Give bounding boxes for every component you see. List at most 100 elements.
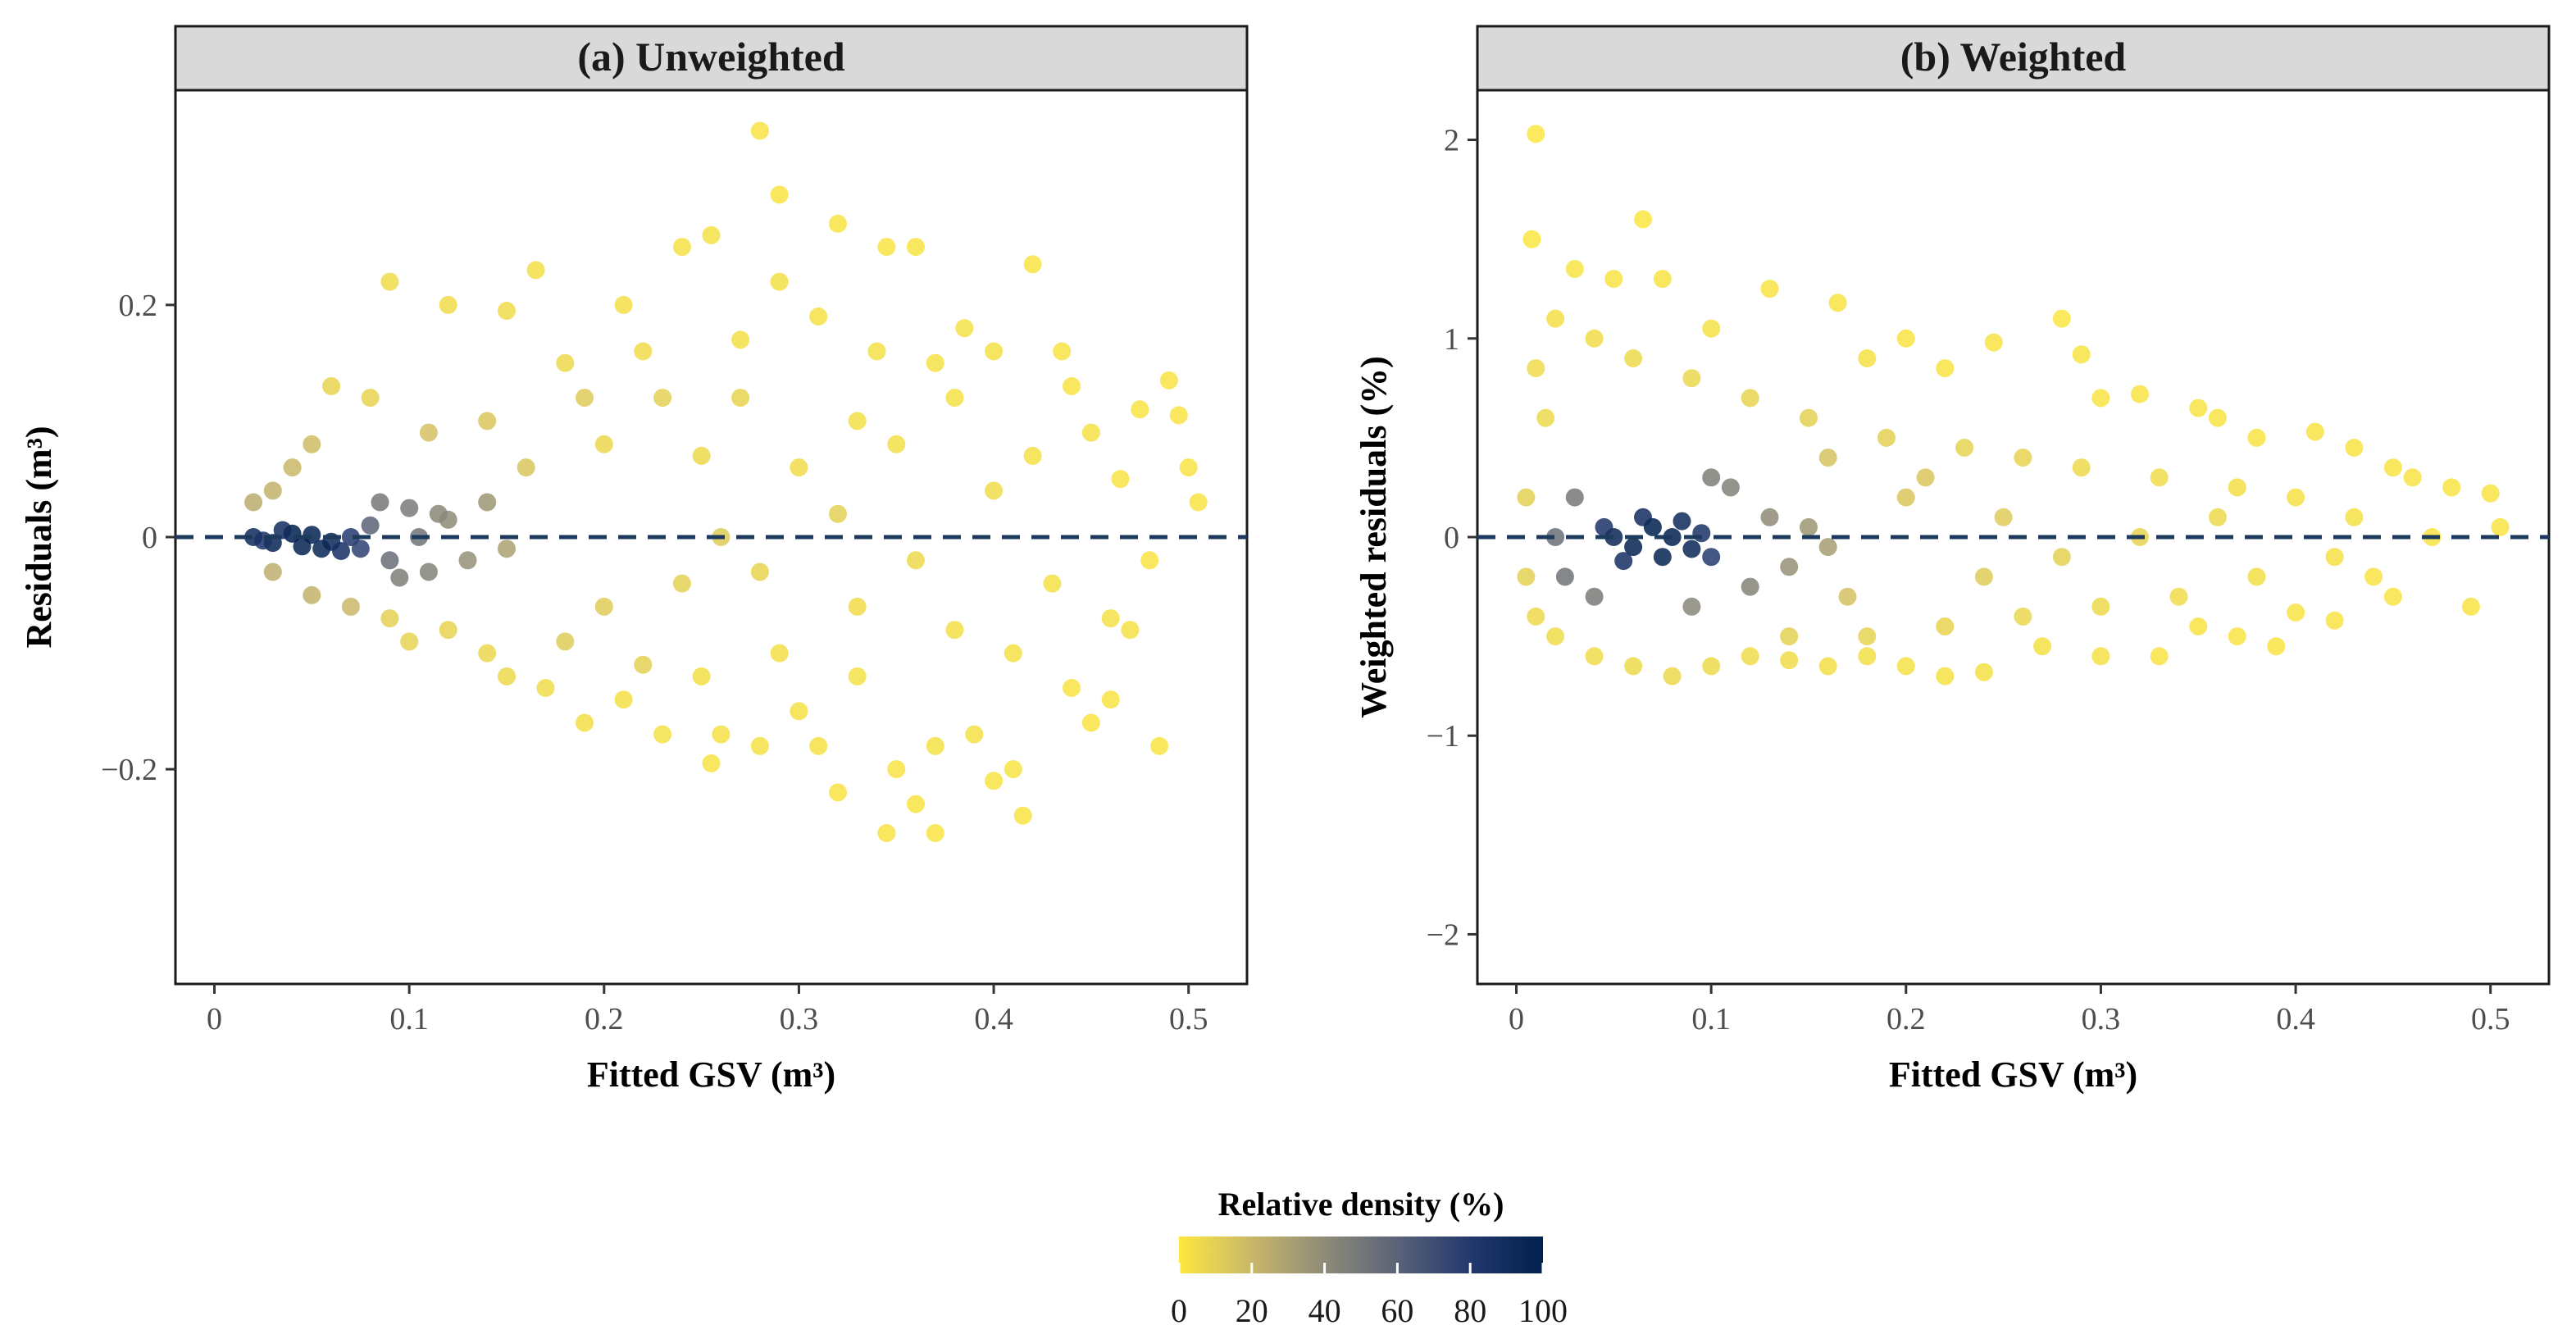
data-point <box>1653 548 1672 567</box>
data-point <box>2383 458 2402 477</box>
data-point <box>672 238 691 257</box>
data-point <box>614 295 633 314</box>
data-point <box>829 214 847 233</box>
data-point <box>1936 359 1955 378</box>
data-point <box>2150 647 2169 666</box>
data-point <box>594 597 613 616</box>
data-point <box>1004 644 1022 663</box>
data-point <box>1955 439 1974 457</box>
data-point <box>2461 597 2480 616</box>
data-point <box>1604 270 1623 289</box>
data-point <box>1101 609 1120 628</box>
data-point <box>478 493 497 512</box>
data-point <box>985 481 1004 500</box>
data-point <box>1081 713 1100 732</box>
y-axis-weighted: −2 −1 0 1 2 <box>1427 124 1477 952</box>
data-point <box>1004 760 1022 779</box>
data-point <box>498 302 516 320</box>
data-point <box>1546 627 1565 646</box>
data-point <box>517 458 535 477</box>
data-point <box>332 542 350 560</box>
data-point <box>351 540 370 558</box>
data-point <box>1702 657 1721 676</box>
x-tick-label: 0.1 <box>389 1002 429 1036</box>
data-point <box>926 736 944 755</box>
x-tick-label: 0.4 <box>974 1002 1013 1036</box>
data-point <box>1595 517 1613 536</box>
legend-title: Relative density (%) <box>1218 1186 1504 1223</box>
data-point <box>1896 329 1915 348</box>
data-point <box>2169 587 2188 606</box>
data-point <box>867 342 886 361</box>
data-point <box>2442 478 2461 497</box>
data-point <box>926 824 944 842</box>
x-tick-label: 0.2 <box>585 1002 624 1036</box>
data-point <box>1624 349 1643 367</box>
x-tick-label: 0 <box>207 1002 222 1036</box>
data-point <box>848 597 867 616</box>
data-point <box>1585 587 1604 606</box>
data-point <box>1663 667 1682 685</box>
data-point <box>887 760 906 779</box>
data-point <box>1522 230 1541 248</box>
data-point <box>945 389 964 408</box>
data-point <box>1140 551 1159 570</box>
y-tick-label: −1 <box>1427 719 1459 754</box>
data-point <box>1818 449 1837 467</box>
y-tick-label: 1 <box>1444 322 1459 357</box>
data-point <box>1858 647 1877 666</box>
data-point <box>526 261 545 280</box>
legend-ticks: 0 20 40 60 80 100 <box>1171 1263 1568 1329</box>
data-point <box>1858 627 1877 646</box>
data-point <box>1780 627 1799 646</box>
legend-tick-label: 0 <box>1171 1292 1187 1329</box>
data-point <box>955 319 974 338</box>
y-axis-title-unweighted: Residuals (m³) <box>19 426 59 648</box>
data-point <box>429 504 448 523</box>
data-point <box>2189 617 2208 635</box>
data-point <box>1527 359 1545 378</box>
data-point <box>1702 319 1721 338</box>
data-point <box>702 754 721 772</box>
data-point <box>303 585 321 604</box>
data-point <box>390 568 409 587</box>
data-point <box>1179 458 1198 477</box>
data-point <box>1624 657 1643 676</box>
data-point <box>1546 309 1565 328</box>
data-point <box>907 551 925 570</box>
data-point <box>1828 294 1847 312</box>
data-point <box>2014 607 2032 626</box>
data-point <box>498 540 516 558</box>
data-point <box>1838 587 1857 606</box>
data-point <box>1527 607 1545 626</box>
data-point <box>263 481 282 500</box>
data-point <box>1760 508 1779 526</box>
data-point <box>2150 468 2169 487</box>
data-point <box>594 435 613 453</box>
x-tick-label: 0.2 <box>1886 1002 1926 1036</box>
data-point <box>1555 567 1574 586</box>
data-point <box>478 644 497 663</box>
data-point <box>1013 806 1032 825</box>
data-point <box>907 238 925 257</box>
data-point <box>283 458 302 477</box>
legend: Relative density (%) 0 20 40 60 80 100 <box>1171 1186 1568 1329</box>
data-point <box>536 679 555 697</box>
panel-unweighted: (a) Unweighted 0 0.1 0.2 0.3 0.4 0.5 −0.2 0 0.2… <box>19 25 1249 1095</box>
data-point <box>2072 345 2091 364</box>
legend-tick-label: 100 <box>1518 1292 1568 1329</box>
data-point <box>371 493 389 512</box>
data-point <box>1169 406 1188 425</box>
data-point <box>2228 478 2246 497</box>
data-point <box>848 412 867 430</box>
data-point <box>770 185 789 204</box>
data-point <box>790 458 808 477</box>
data-point <box>303 435 321 453</box>
data-point <box>1624 538 1643 557</box>
x-tick-label: 0.5 <box>2471 1002 2510 1036</box>
y-tick-label: −2 <box>1427 918 1459 952</box>
data-point <box>1760 280 1779 298</box>
data-point <box>877 238 896 257</box>
legend-tick-label: 40 <box>1308 1292 1341 1329</box>
